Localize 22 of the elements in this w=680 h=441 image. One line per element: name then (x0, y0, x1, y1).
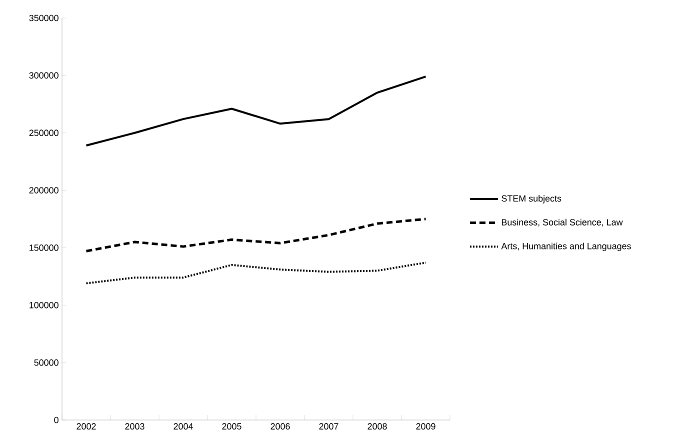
x-tick-label: 2008 (368, 423, 387, 430)
line-series (85, 262, 427, 284)
y-tick-label: 200000 (29, 187, 58, 194)
y-tick-label: 50000 (34, 359, 58, 366)
y-tick-label: 300000 (29, 72, 58, 79)
legend-label: STEM subjects (502, 195, 562, 204)
x-tick-label: 2003 (125, 423, 144, 430)
x-tick-label: 2006 (270, 423, 290, 430)
line-series (85, 76, 427, 146)
y-tick-label: 150000 (30, 244, 58, 251)
x-tick-label: 2002 (76, 423, 96, 430)
y-tick-label: 0 (54, 416, 58, 424)
x-tick-label: 2004 (174, 423, 193, 430)
x-tick-label: 2005 (222, 423, 242, 430)
y-tick-label: 100000 (30, 302, 58, 308)
line-series (85, 218, 428, 252)
y-tick-label: 250000 (29, 130, 58, 136)
x-tick-label: 2009 (416, 423, 436, 430)
y-tick-label: 350000 (29, 14, 58, 22)
legend-label: Arts, Humanities and Languages (501, 242, 631, 252)
legend-label: Business, Social Science, Law (502, 218, 623, 227)
x-tick-label: 2007 (319, 423, 338, 430)
